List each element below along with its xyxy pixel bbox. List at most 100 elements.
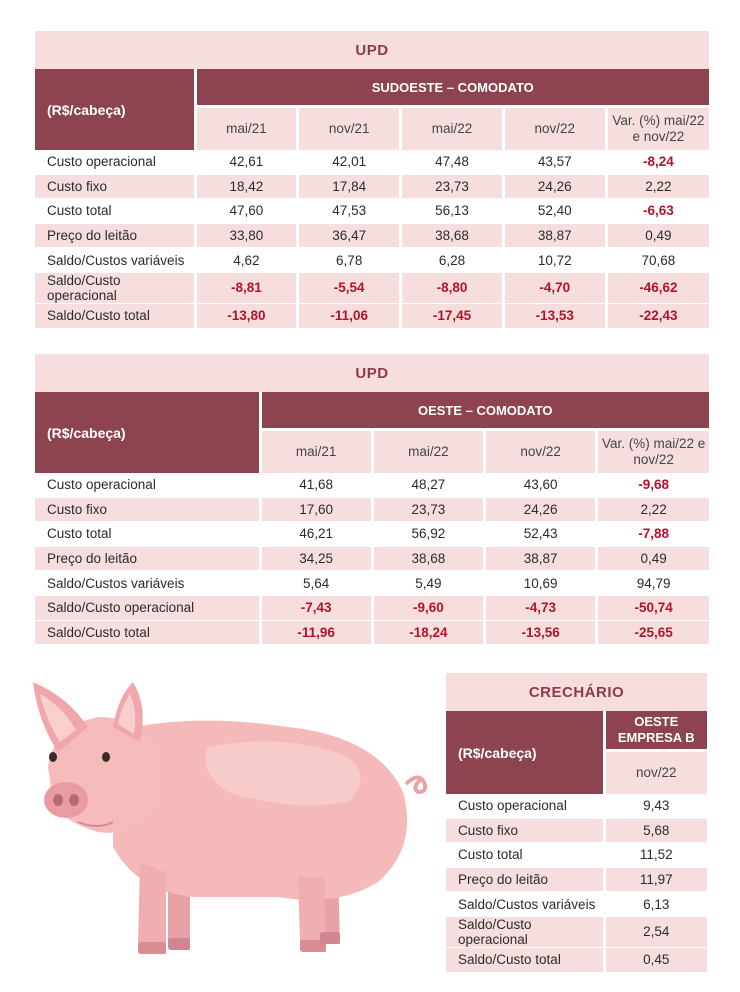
- table-cell: 11,97: [602, 867, 707, 893]
- table-cell: -13,56: [482, 620, 597, 646]
- table-row: Saldo/Custo total -13,80 -11,06 -17,45 -13,5…: [35, 303, 709, 329]
- table-cell: 10,72: [501, 247, 607, 273]
- row-label: Custo fixo: [35, 497, 260, 523]
- row-label: Custo operacional: [35, 473, 260, 498]
- table-cell: 5,68: [602, 818, 707, 844]
- table-cell: 70,68: [604, 247, 709, 273]
- table-cell: 23,73: [399, 174, 504, 200]
- table-row: Preço do leitão 34,25 38,68 38,87 0,49: [35, 546, 709, 572]
- column-header: Var. (%) mai/22 e nov/22: [596, 429, 709, 473]
- row-label: Saldo/Custo operacional: [35, 595, 260, 621]
- column-header: mai/22: [400, 106, 505, 150]
- table-cell: 24,26: [501, 174, 607, 200]
- table-row: Saldo/Custo total -11,96 -18,24 -13,56 -25,6…: [35, 620, 709, 646]
- row-label: Custo total: [446, 842, 604, 868]
- table-cell: 0,45: [602, 947, 707, 973]
- table-cell: -50,74: [595, 595, 709, 621]
- table-row: Saldo/Custos variáveis 4,62 6,78 6,28 10,72 7…: [35, 247, 709, 273]
- table-cell: -17,45: [399, 303, 504, 329]
- table-cell: 2,22: [604, 174, 709, 200]
- table-row: Saldo/Custo operacional -8,81 -5,54 -8,80 -4…: [35, 272, 709, 304]
- table-cell: 34,25: [258, 546, 373, 572]
- table-cell: 56,13: [399, 198, 504, 224]
- column-header: nov/22: [503, 106, 608, 150]
- table-cell: -8,80: [399, 272, 504, 304]
- table-cell: 2,54: [602, 916, 707, 948]
- row-label: Custo fixo: [35, 174, 195, 200]
- table-cell: -22,43: [604, 303, 709, 329]
- column-group-header: OESTE – COMODATO: [260, 392, 709, 431]
- table-cell: 4,62: [193, 247, 298, 273]
- table-cell: 33,80: [193, 223, 298, 249]
- column-header: nov/22: [484, 429, 599, 473]
- row-label: Preço do leitão: [446, 867, 604, 893]
- table-cell: -11,96: [258, 620, 373, 646]
- row-header: (R$/cabeça): [35, 392, 262, 473]
- table-cell: 94,79: [595, 570, 709, 596]
- table-cell: 47,48: [399, 150, 504, 175]
- table-cell: -46,62: [604, 272, 709, 304]
- table-cell: -13,80: [193, 303, 298, 329]
- table-title: CRECHÁRIO: [446, 673, 707, 711]
- table-cell: 52,40: [501, 198, 607, 224]
- table-cell: 2,22: [595, 497, 709, 523]
- row-header: (R$/cabeça): [446, 711, 606, 794]
- table-row: Custo fixo 17,60 23,73 24,26 2,22: [35, 497, 709, 523]
- column-header: mai/21: [260, 429, 374, 473]
- table-cell: -4,73: [482, 595, 597, 621]
- table-cell: 10,69: [482, 570, 597, 596]
- row-label: Saldo/Custos variáveis: [35, 570, 260, 596]
- table-cell: 17,60: [258, 497, 373, 523]
- row-label: Preço do leitão: [35, 546, 260, 572]
- table-crechario: CRECHÁRIO (R$/cabeça) OESTE EMPRESA B no…: [446, 673, 707, 973]
- table-row: Custo operacional 42,61 42,01 47,48 43,57 -8,…: [35, 150, 709, 175]
- column-header: nov/21: [297, 106, 403, 150]
- table-cell: 43,60: [482, 473, 597, 498]
- table-title: UPD: [35, 354, 709, 392]
- table-cell: -25,65: [595, 620, 709, 646]
- table-cell: -4,70: [501, 272, 607, 304]
- row-label: Saldo/Custo total: [35, 303, 195, 329]
- table-cell: 17,84: [296, 174, 401, 200]
- table-cell: 0,49: [595, 546, 709, 572]
- row-label: Custo fixo: [446, 818, 604, 844]
- table-cell: 18,42: [193, 174, 298, 200]
- row-header: (R$/cabeça): [35, 69, 197, 150]
- table-cell: 42,01: [296, 150, 401, 175]
- row-label: Preço do leitão: [35, 223, 195, 249]
- table-cell: 52,43: [482, 521, 597, 547]
- table-cell: 47,60: [193, 198, 298, 224]
- row-label: Custo operacional: [35, 150, 195, 175]
- table-cell: -9,60: [370, 595, 485, 621]
- table-cell: 47,53: [296, 198, 401, 224]
- row-label: Custo total: [35, 521, 260, 547]
- table-row: Preço do leitão 33,80 36,47 38,68 38,87 0,49: [35, 223, 709, 249]
- table-cell: -18,24: [370, 620, 485, 646]
- table-cell: 43,57: [501, 150, 607, 175]
- row-label: Saldo/Custos variáveis: [446, 891, 604, 917]
- table-cell: -8,24: [604, 150, 709, 175]
- table-cell: 38,87: [482, 546, 597, 572]
- table-cell: 11,52: [602, 842, 707, 868]
- table-cell: 6,28: [399, 247, 504, 273]
- table-cell: 6,78: [296, 247, 401, 273]
- table-row: Saldo/Custos variáveis 6,13: [446, 891, 707, 917]
- table-cell: 38,87: [501, 223, 607, 249]
- table-cell: 48,27: [370, 473, 485, 498]
- table-cell: -7,43: [258, 595, 373, 621]
- table-cell: 42,61: [193, 150, 298, 175]
- row-label: Saldo/Custo operacional: [446, 916, 604, 948]
- table-cell: -8,81: [193, 272, 298, 304]
- table-cell: -6,63: [604, 198, 709, 224]
- column-header: mai/22: [372, 429, 487, 473]
- table-upd-sudoeste: UPD (R$/cabeça) SUDOESTE – COMODATO mai/…: [35, 31, 709, 329]
- table-cell: 46,21: [258, 521, 373, 547]
- table-row: Custo total 46,21 56,92 52,43 -7,88: [35, 521, 709, 547]
- table-cell: -5,54: [296, 272, 401, 304]
- row-label: Saldo/Custo total: [35, 620, 260, 646]
- table-cell: -13,53: [501, 303, 607, 329]
- table-cell: 24,26: [482, 497, 597, 523]
- table-cell: 5,49: [370, 570, 485, 596]
- table-row: Custo fixo 5,68: [446, 818, 707, 844]
- column-header: Var. (%) mai/22 e nov/22: [606, 106, 709, 150]
